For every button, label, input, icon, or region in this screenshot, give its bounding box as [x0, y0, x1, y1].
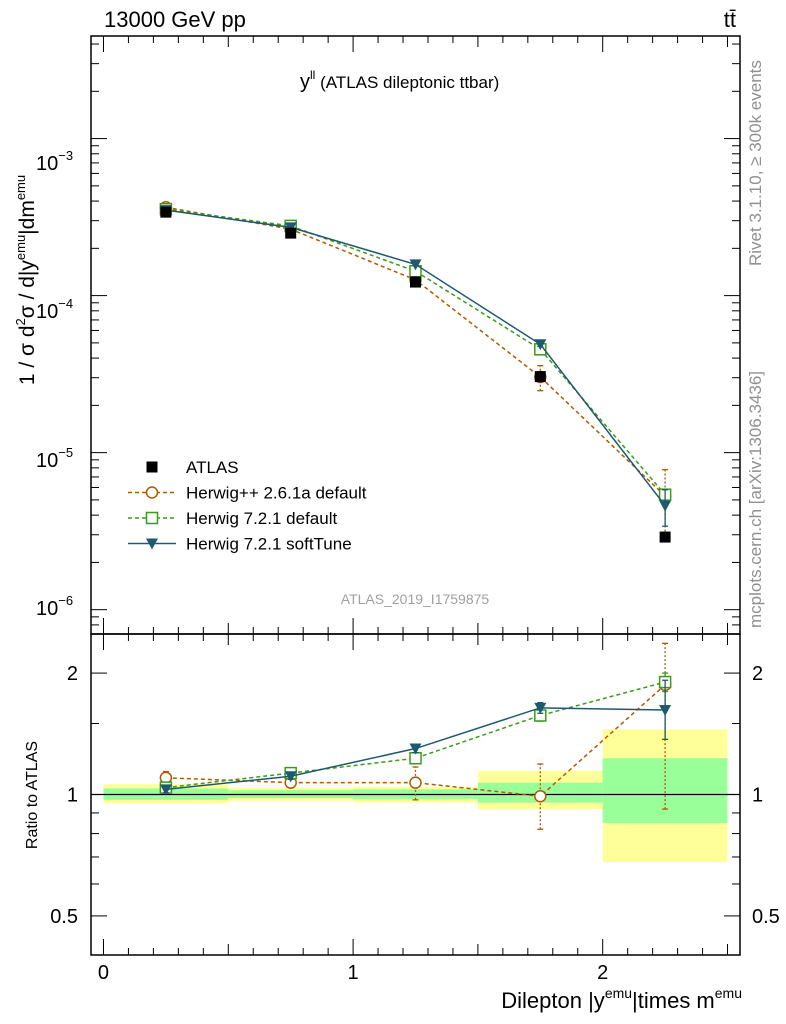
ratio-series-2: [159, 679, 672, 796]
legend-label: Herwig++ 2.6.1a default: [186, 484, 367, 503]
main-plot-area: [159, 201, 672, 543]
y-tick-label-1e-3: 10−3: [36, 148, 73, 175]
ratio-point: [284, 771, 297, 783]
legend-marker: [146, 461, 158, 473]
legend-label: Herwig 7.2.1 softTune: [186, 535, 352, 554]
ratio-y-tick-label: 2: [67, 663, 78, 685]
y-tick-label-1e-6: 10−6: [36, 593, 73, 620]
data-point: [409, 259, 422, 271]
main-series-3: [159, 205, 672, 527]
x-tick-label: 2: [597, 962, 608, 984]
ratio-plot-area: [159, 642, 672, 830]
data-point: [534, 339, 547, 351]
legend-marker: [145, 511, 159, 525]
series-line: [165, 209, 666, 507]
data-point: [160, 206, 172, 218]
main-y-tick-labels: 10−3 10−4 10−5 10−6: [36, 148, 73, 620]
data-point: [659, 500, 672, 512]
main-series-0: [160, 206, 671, 543]
x-tick-label: 1: [348, 962, 359, 984]
legend-label: Herwig 7.2.1 default: [186, 509, 337, 528]
analysis-watermark: ATLAS_2019_I1759875: [341, 591, 490, 607]
ratio-y-tick-label-right: 1: [752, 785, 763, 807]
legend-marker: [146, 538, 158, 550]
ratio-y-tick-label-right: 2: [752, 663, 763, 685]
main-y-axis-label: 1 / σ d2σ / d|yemu|dmemu: [13, 175, 39, 385]
y-tick-label-1e-4: 10−4: [36, 296, 73, 323]
ratio-axis-ticks: [91, 634, 740, 955]
legend-entry: Herwig++ 2.6.1a default: [128, 484, 367, 503]
mcplots-label: mcplots.cern.ch [arXiv:1306.3436]: [746, 371, 765, 628]
x-axis-label: Dilepton |yemu|times memu: [501, 985, 742, 1013]
main-axis-ticks: [91, 36, 740, 635]
x-tick-labels: 0 1 2: [98, 962, 608, 984]
main-series-2: [159, 202, 672, 501]
legend-marker: [145, 486, 159, 499]
energy-label: 13000 GeV pp: [104, 7, 246, 32]
series-line: [165, 206, 666, 497]
ratio-point: [659, 704, 672, 716]
ratio-y-tick-labels: 0.5 0.5 1 1 2 2: [50, 663, 780, 928]
rivet-version-label: Rivet 3.1.10, ≥ 300k events: [746, 60, 765, 266]
legend-label: ATLAS: [186, 458, 239, 477]
data-point: [659, 531, 671, 543]
ratio-point: [409, 776, 422, 789]
series-line: [165, 208, 666, 496]
ratio-bands: [103, 729, 728, 863]
ratio-point: [534, 702, 547, 714]
plot-title: yll (ATLAS dileptonic ttbar): [300, 68, 499, 93]
legend-entry: Herwig 7.2.1 softTune: [128, 535, 352, 554]
ratio-point: [534, 790, 547, 803]
x-tick-label: 0: [98, 962, 109, 984]
ratio-point: [409, 743, 422, 755]
process-label: tt̄: [724, 7, 736, 32]
legend: ATLAS Herwig++ 2.6.1a default Herwig 7.2.1…: [128, 458, 367, 554]
data-point: [534, 371, 546, 383]
legend-entry: ATLAS: [146, 458, 239, 477]
ratio-point: [159, 784, 172, 796]
data-point: [410, 276, 421, 288]
legend-entry: Herwig 7.2.1 default: [128, 509, 337, 528]
ratio-y-tick-label: 0.5: [50, 906, 78, 928]
ratio-y-tick-label-right: 0.5: [752, 906, 780, 928]
y-tick-label-1e-5: 10−5: [36, 445, 73, 472]
ratio-y-axis-label: Ratio to ATLAS: [24, 741, 41, 849]
ratio-y-tick-label: 1: [67, 785, 78, 807]
data-point: [285, 227, 297, 239]
